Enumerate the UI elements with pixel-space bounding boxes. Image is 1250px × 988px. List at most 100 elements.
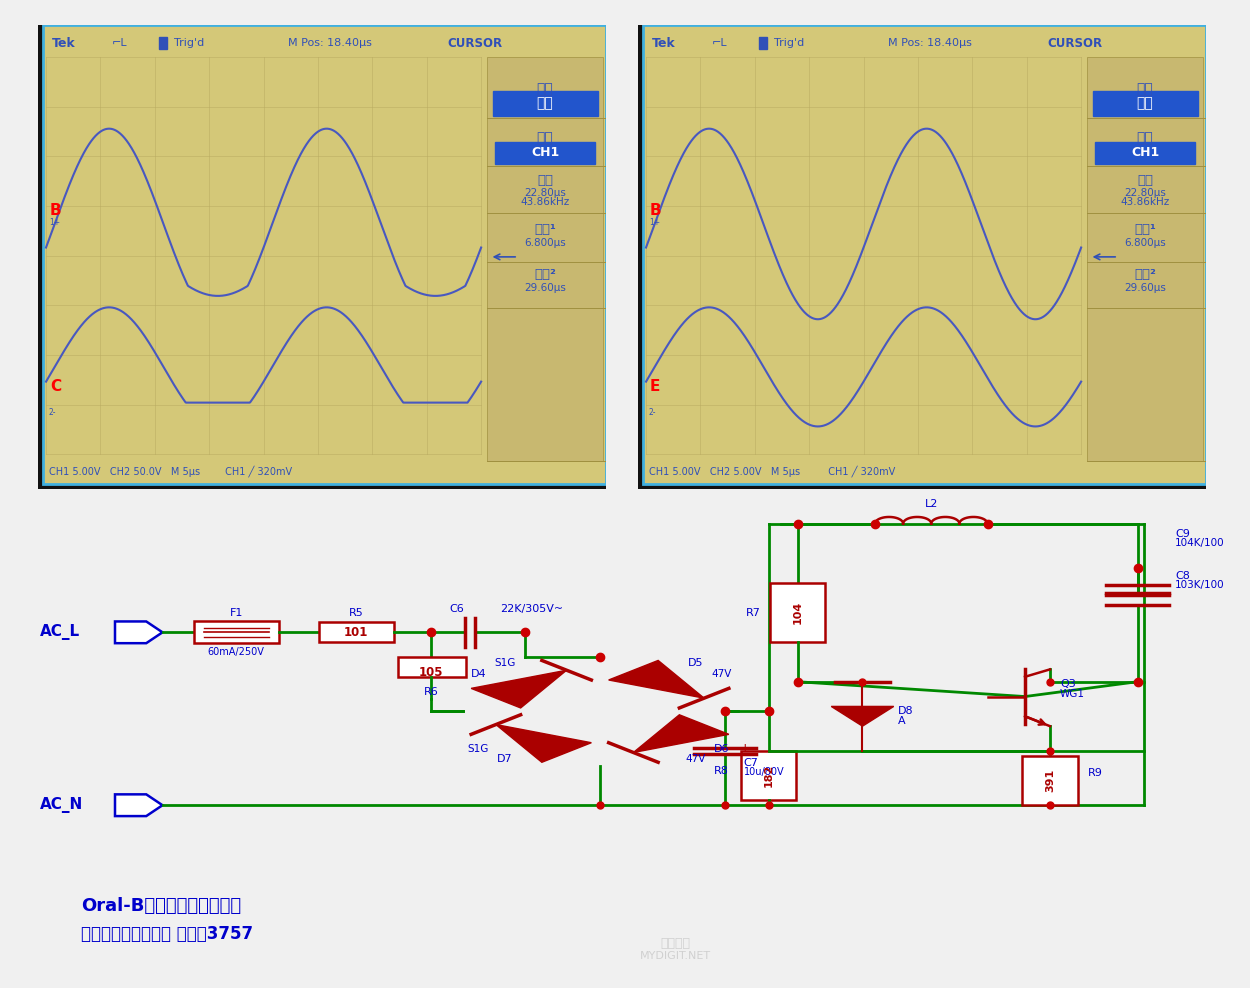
Text: Q3: Q3	[1060, 679, 1076, 690]
Text: 29.60μs: 29.60μs	[524, 283, 566, 292]
Text: 时间: 时间	[536, 97, 554, 111]
Text: B: B	[50, 203, 61, 218]
Bar	[770, 583, 825, 642]
Text: 101: 101	[344, 625, 369, 639]
Text: C8: C8	[1175, 570, 1190, 581]
Text: 22.80μs: 22.80μs	[1124, 188, 1166, 198]
Text: 信源: 信源	[536, 131, 554, 145]
Text: 47V: 47V	[711, 669, 732, 679]
Bar	[741, 751, 796, 800]
Text: 博朗电动牙刷充电器 型号：3757: 博朗电动牙刷充电器 型号：3757	[81, 925, 254, 943]
Text: CURSOR: CURSOR	[448, 37, 503, 49]
Text: 10u/80V: 10u/80V	[744, 767, 785, 778]
Text: D7: D7	[498, 755, 512, 765]
Text: 2-: 2-	[649, 408, 656, 417]
Text: 105: 105	[419, 666, 444, 680]
Text: S1G: S1G	[494, 658, 515, 668]
Text: 光标²: 光标²	[1134, 268, 1156, 281]
Text: R9: R9	[1088, 768, 1102, 779]
Text: Trig'd: Trig'd	[174, 39, 204, 48]
Text: D6: D6	[714, 744, 730, 754]
Bar	[1022, 756, 1078, 805]
Text: C9: C9	[1175, 529, 1190, 538]
Text: 182: 182	[764, 764, 774, 787]
Text: 103K/100: 103K/100	[1175, 580, 1225, 591]
Text: WG1: WG1	[1060, 689, 1085, 700]
Text: 6.800μs: 6.800μs	[524, 238, 566, 248]
Text: 类型: 类型	[1136, 82, 1154, 96]
Text: 数码之家: 数码之家	[660, 937, 690, 950]
Text: Trig'd: Trig'd	[774, 39, 804, 48]
Text: 2-: 2-	[49, 408, 56, 417]
Text: F1: F1	[230, 608, 242, 618]
Text: 时间: 时间	[1136, 97, 1154, 111]
Text: L2: L2	[925, 499, 938, 509]
Text: 104: 104	[792, 601, 802, 624]
Polygon shape	[609, 660, 704, 699]
Polygon shape	[634, 714, 729, 753]
Text: 22K/305V~: 22K/305V~	[500, 604, 562, 614]
Bar	[495, 141, 595, 164]
Text: D5: D5	[688, 658, 702, 668]
Text: 光标²: 光标²	[534, 268, 556, 281]
Text: C: C	[50, 379, 61, 394]
Text: AC_N: AC_N	[40, 797, 84, 813]
Text: 104K/100: 104K/100	[1175, 538, 1225, 548]
Text: Tek: Tek	[51, 37, 75, 49]
Text: Oral-B电动牙刷充电座电路: Oral-B电动牙刷充电座电路	[81, 897, 241, 916]
Text: M Pos: 18.40μs: M Pos: 18.40μs	[888, 39, 971, 48]
Text: 43.86kHz: 43.86kHz	[1120, 197, 1170, 207]
Polygon shape	[496, 724, 591, 763]
Text: A: A	[898, 716, 905, 726]
Text: Tek: Tek	[651, 37, 675, 49]
Text: R7: R7	[746, 608, 761, 618]
Text: E: E	[650, 379, 660, 394]
Text: 增量: 增量	[1138, 174, 1152, 187]
Text: 光标¹: 光标¹	[534, 223, 556, 236]
Text: 类型: 类型	[536, 82, 554, 96]
Text: D8: D8	[898, 706, 912, 716]
Text: AC_L: AC_L	[40, 624, 80, 640]
Text: M Pos: 18.40μs: M Pos: 18.40μs	[288, 39, 371, 48]
Bar	[1095, 141, 1195, 164]
Text: ⌐L: ⌐L	[111, 39, 128, 48]
Text: C7: C7	[744, 758, 759, 769]
Text: 1+: 1+	[49, 217, 60, 226]
Text: R8: R8	[714, 766, 729, 776]
Text: T: T	[760, 39, 766, 48]
Text: CH1: CH1	[531, 146, 559, 159]
Bar	[1092, 91, 1198, 117]
Text: MYDIGIT.NET: MYDIGIT.NET	[640, 950, 710, 961]
Polygon shape	[831, 706, 894, 726]
Text: 29.60μs: 29.60μs	[1124, 283, 1166, 292]
Text: 47V: 47V	[685, 755, 705, 765]
Text: 391: 391	[1045, 769, 1055, 792]
Polygon shape	[115, 621, 162, 643]
Text: R6: R6	[424, 687, 439, 697]
Polygon shape	[115, 794, 162, 816]
Polygon shape	[471, 670, 566, 708]
Text: 1+: 1+	[649, 217, 660, 226]
Text: 增量: 增量	[538, 174, 552, 187]
Text: R5: R5	[349, 608, 364, 618]
Text: 光标¹: 光标¹	[1134, 223, 1156, 236]
Text: CURSOR: CURSOR	[1048, 37, 1102, 49]
Text: CH1 5.00V   CH2 5.00V   M 5μs         CH1 ╱ 320mV: CH1 5.00V CH2 5.00V M 5μs CH1 ╱ 320mV	[649, 465, 895, 477]
Text: D4: D4	[470, 669, 486, 679]
Bar	[319, 622, 394, 642]
Bar	[398, 657, 466, 677]
Bar	[194, 621, 279, 643]
Text: 60mA/250V: 60mA/250V	[208, 647, 265, 657]
Text: B: B	[650, 203, 661, 218]
Text: C6: C6	[449, 604, 464, 614]
Text: S1G: S1G	[468, 744, 489, 754]
Text: 信源: 信源	[1136, 131, 1154, 145]
Bar	[1086, 57, 1204, 461]
Text: +: +	[740, 742, 750, 755]
Text: 43.86kHz: 43.86kHz	[520, 197, 570, 207]
Text: 22.80μs: 22.80μs	[524, 188, 566, 198]
Bar	[492, 91, 598, 117]
Text: CH1: CH1	[1131, 146, 1159, 159]
Bar	[486, 57, 604, 461]
Text: T: T	[160, 39, 166, 48]
